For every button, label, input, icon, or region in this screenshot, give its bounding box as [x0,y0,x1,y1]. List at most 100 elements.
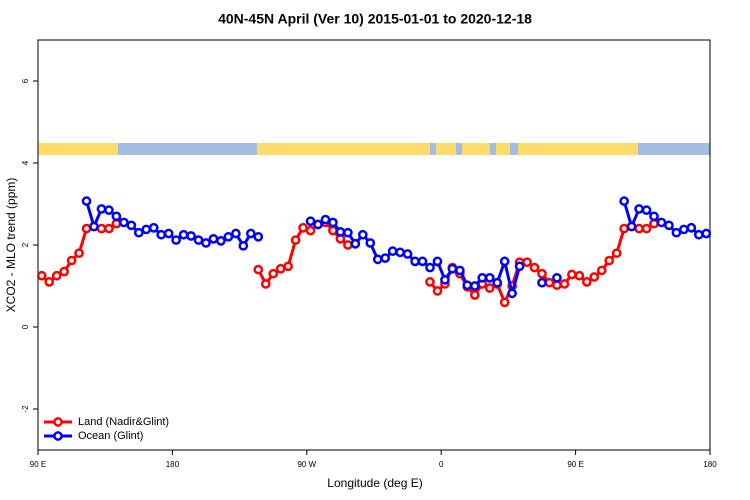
point [111,218,122,229]
point [611,248,622,259]
point [231,228,241,239]
point [686,222,697,233]
point [96,204,107,214]
point [186,231,196,241]
point [290,235,301,245]
point [634,223,644,234]
point [484,283,495,293]
point [425,277,435,287]
point [507,288,517,299]
point [365,238,376,248]
point [469,290,480,300]
point [469,281,480,291]
point [141,224,152,235]
point [372,254,383,265]
point [544,277,555,288]
point [514,261,525,272]
point [283,261,293,272]
point [440,275,450,285]
x-tick-label: 90 W [297,460,316,469]
point [649,218,659,229]
point [89,221,99,232]
point [357,229,368,240]
y-tick-label: 2 [21,242,30,247]
point [477,272,488,283]
point [126,220,137,231]
point [499,297,510,308]
point [492,277,503,288]
point [581,277,592,287]
point [260,279,271,289]
point [328,217,338,228]
point [298,222,308,233]
point [253,231,264,242]
point [111,211,122,222]
chart-title: 40N-45N April (Ver 10) 2015-01-01 to 202… [218,11,532,27]
point [641,223,652,234]
point [171,235,181,245]
x-tick-label: 180 [703,460,717,469]
point [679,224,689,235]
y-tick-label: 6 [21,78,30,83]
point [537,277,547,288]
x-tick-label: 0 [439,460,444,469]
point [432,256,443,267]
point [559,279,570,289]
point [619,196,629,206]
x-axis-title: Longitude (deg E) [327,476,422,490]
point [328,225,338,236]
point [96,223,107,234]
point [335,227,346,237]
legend-marker [53,431,63,441]
point [634,204,644,214]
point [693,229,704,240]
point [596,265,607,276]
point [537,268,547,279]
series-line [428,222,655,307]
point [619,223,629,234]
point [74,248,84,259]
x-tick-label: 180 [166,460,180,469]
point [484,272,495,283]
point [574,270,585,281]
point [343,240,353,250]
point [604,255,615,266]
point [36,270,47,281]
point [410,256,420,267]
point [402,249,413,259]
point [44,277,55,287]
point [626,221,637,232]
point [81,196,92,206]
point [119,217,129,228]
point [156,229,167,240]
land-ocean-strip [38,143,710,155]
point [81,223,92,234]
point [178,229,189,240]
legend-label: Ocean (Glint) [78,430,143,442]
legend-label: Land (Nadir&Glint) [78,416,169,428]
point [350,238,361,249]
point [671,227,682,238]
point [380,253,391,263]
point [268,268,279,279]
point [701,228,712,239]
point [305,216,316,227]
point [447,263,458,274]
x-tick-label: 90 E [567,460,583,469]
point [552,272,562,283]
point [216,236,226,246]
point [522,257,532,268]
point [238,240,249,251]
point [589,272,600,282]
point [253,264,264,275]
point [417,256,428,267]
point [656,217,667,228]
point [432,286,443,296]
y-tick-label: 0 [21,324,30,329]
point [529,262,540,273]
point [305,225,316,236]
point [462,280,473,291]
point [552,280,562,291]
point [66,255,77,266]
